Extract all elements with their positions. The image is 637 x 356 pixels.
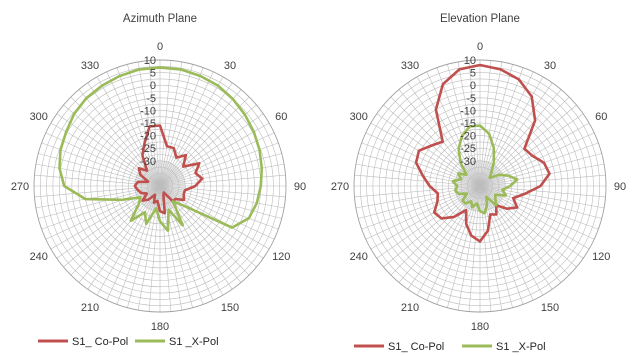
elevation-radial-tick-label: 0	[470, 80, 476, 92]
azimuth-angle-label: 270	[11, 181, 29, 193]
azimuth-angle-label: 120	[272, 251, 290, 263]
azimuth-angle-label: 210	[81, 302, 99, 314]
elevation-ring	[404, 110, 556, 262]
azimuth-radial-tick-label: -25	[140, 143, 156, 155]
elevation-chart-series	[414, 63, 551, 243]
azimuth-ring	[147, 173, 173, 199]
elevation-angle-label: 270	[331, 181, 349, 193]
elevation-series-co-pol-line	[414, 63, 551, 243]
elevation-ring	[372, 78, 588, 294]
elevation-radial-tick-label: -15	[460, 118, 476, 130]
elevation-ring	[397, 103, 563, 269]
azimuth-ring	[77, 103, 243, 269]
elevation-ring	[435, 141, 525, 231]
azimuth-angle-label: 0	[157, 41, 163, 53]
azimuth-series-co-pol-line	[133, 124, 204, 215]
elevation-angle-label: 90	[614, 181, 626, 193]
elevation-ring	[422, 129, 537, 244]
azimuth-radial-tick-label: 5	[150, 68, 156, 80]
azimuth-ring	[153, 179, 167, 193]
elevation-chart: Elevation Plane 0 30 60 90 120 150 180 210 240 27…	[331, 13, 626, 353]
elevation-ring	[378, 84, 582, 288]
elevation-series-x-pol-line	[451, 124, 519, 215]
azimuth-ring	[52, 78, 268, 294]
azimuth-outer-ring	[33, 59, 287, 313]
azimuth-chart-grid	[33, 59, 287, 313]
azimuth-angle-label: 300	[30, 111, 48, 123]
azimuth-radial-tick-label: -5	[146, 93, 156, 105]
elevation-ring	[391, 97, 569, 275]
legend-label-co-pol: S1_ Co-Pol	[72, 336, 128, 348]
elevation-radial-tick-label: -20	[460, 131, 476, 143]
azimuth-chart-legend: S1_ Co-Pol S1 _X-Pol	[38, 336, 219, 348]
elevation-radial-tick-label: -5	[466, 93, 476, 105]
azimuth-radial-tick-label: -10	[140, 105, 156, 117]
azimuth-angle-label: 30	[224, 60, 236, 72]
elevation-radial-tick-label: -10	[460, 105, 476, 117]
elevation-chart-legend: S1_ Co-Pol S1 _X-Pol	[354, 341, 546, 353]
azimuth-ring	[71, 97, 249, 275]
elevation-angle-label: 0	[477, 41, 483, 53]
azimuth-angle-label: 90	[294, 181, 306, 193]
elevation-ring	[441, 147, 519, 225]
azimuth-radial-tick-label: 10	[144, 55, 156, 67]
elevation-angle-label: 330	[401, 60, 419, 72]
elevation-angle-label: 30	[544, 60, 556, 72]
elevation-chart-title: Elevation Plane	[440, 13, 520, 25]
elevation-chart-grid	[353, 59, 607, 313]
elevation-angle-label: 60	[595, 111, 607, 123]
azimuth-ring	[96, 122, 224, 250]
elevation-radial-tick-label: 10	[464, 55, 476, 67]
azimuth-ring	[115, 141, 205, 231]
azimuth-angle-label: 240	[30, 251, 48, 263]
azimuth-series-x-pol-line	[58, 66, 264, 232]
azimuth-ring	[109, 135, 211, 237]
legend-label-x-pol: S1 _X-Pol	[169, 336, 219, 348]
elevation-ring	[385, 91, 575, 281]
azimuth-angle-label: 330	[81, 60, 99, 72]
elevation-angle-label: 210	[401, 302, 419, 314]
azimuth-radial-tick-label: -20	[140, 131, 156, 143]
azimuth-chart-series	[58, 66, 264, 232]
azimuth-chart: Azimuth Plane 0 30 60 90 120 150 180 210 240 270 3…	[11, 13, 306, 348]
azimuth-ring	[46, 72, 274, 300]
elevation-radial-tick-label: -25	[460, 143, 476, 155]
elevation-ring	[460, 166, 500, 206]
azimuth-radial-tick-label: -30	[140, 156, 156, 168]
elevation-angle-label: 180	[471, 321, 489, 333]
azimuth-radial-tick-label: -15	[140, 118, 156, 130]
elevation-angle-label: 120	[592, 251, 610, 263]
elevation-radial-tick-label: -30	[460, 156, 476, 168]
azimuth-angle-label: 180	[151, 321, 169, 333]
elevation-ring	[366, 72, 594, 300]
legend-label-x-pol: S1 _X-Pol	[496, 341, 546, 353]
elevation-angle-label: 150	[541, 302, 559, 314]
elevation-ring	[467, 173, 493, 199]
azimuth-radial-tick-label: 0	[150, 80, 156, 92]
elevation-angle-label: 300	[350, 111, 368, 123]
elevation-ring	[473, 179, 487, 193]
azimuth-angle-label: 60	[275, 111, 287, 123]
elevation-ring	[416, 122, 544, 250]
legend-label-co-pol: S1_ Co-Pol	[388, 341, 444, 353]
elevation-radial-tick-label: 5	[470, 68, 476, 80]
azimuth-ring	[121, 147, 199, 225]
azimuth-ring	[90, 116, 230, 256]
azimuth-angle-label: 150	[221, 302, 239, 314]
elevation-outer-ring	[353, 59, 607, 313]
azimuth-chart-title: Azimuth Plane	[123, 13, 197, 25]
azimuth-ring	[140, 166, 180, 206]
elevation-ring	[410, 116, 550, 256]
elevation-angle-label: 240	[350, 251, 368, 263]
azimuth-ring	[84, 110, 236, 262]
